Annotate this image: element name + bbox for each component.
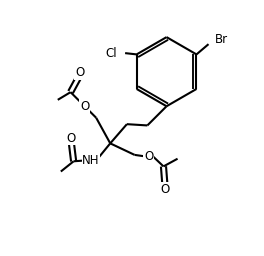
Text: O: O [144,150,153,163]
Text: O: O [75,66,84,79]
Text: Br: Br [214,33,228,46]
Text: O: O [160,183,169,196]
Text: Cl: Cl [106,47,117,60]
Text: O: O [66,132,76,145]
Text: NH: NH [82,154,100,166]
Text: O: O [80,100,89,113]
